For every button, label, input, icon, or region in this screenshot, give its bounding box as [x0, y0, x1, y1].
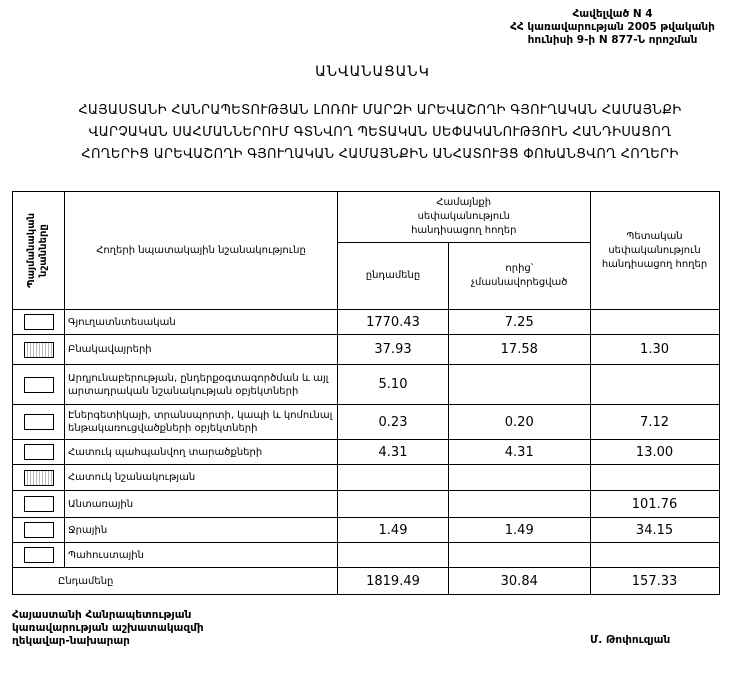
row-label: Գյուղատնտեսական — [64, 309, 338, 335]
row-unprivatized: 17.58 — [448, 334, 591, 365]
table-row: Հատուկ նշանակության — [12, 464, 720, 491]
annex-reference: Հավելված N 4 ՀՀ կառավարության 2005 թվակա… — [480, 8, 745, 47]
table-row: Պահուստային — [12, 542, 720, 568]
footer-line-3: ղեկավար-նախարար — [12, 635, 130, 647]
subtitle-line-2: ՎԱՐՉԱԿԱՆ ՍԱՀՄԱՆՆԵՐՈՒՄ ԳՏՆՎՈՂ ՊԵՏԱԿԱՆ ՍԵՓ… — [88, 125, 672, 140]
row-total: 5.10 — [337, 364, 449, 405]
land-table: Պայմանական նշանները Հողերի նպատակային նշ… — [12, 190, 720, 595]
table-row: Արդյունաբերության, ընդերքօգտագործման և ա… — [12, 364, 720, 405]
legend-symbol-cell — [12, 490, 65, 518]
table-row: Ջրային 1.49 1.49 34.15 — [12, 517, 720, 543]
row-unprivatized: 4.31 — [448, 439, 591, 465]
row-state — [589, 464, 720, 491]
row-unprivatized: 7.25 — [448, 309, 591, 335]
document-title: ԱՆՎԱՆԱՑԱՆԿ — [315, 64, 430, 80]
header-state: Պետական սեփականություն հանդիսացող հողեր — [589, 191, 720, 310]
row-unprivatized — [448, 490, 591, 518]
legend-symbol-cell — [12, 334, 65, 365]
annex-line-2: ՀՀ կառավարության 2005 թվականի — [510, 21, 715, 33]
signatory-title: Հայաստանի Հանրապետության կառավարության ա… — [12, 609, 204, 648]
header-community: Համայնքի սեփականություն հանդիսացող հողեր — [337, 190, 591, 244]
legend-symbol-cell — [12, 439, 65, 465]
row-label: Հատուկ նշանակության — [64, 464, 338, 491]
row-state: 7.12 — [589, 404, 720, 440]
row-state: 101.76 — [589, 490, 720, 518]
row-total: 1.49 — [337, 517, 449, 543]
footer-line-1: Հայաստանի Հանրապետության — [12, 609, 192, 621]
totals-row: Ընդամենը 1819.49 30.84 157.33 — [12, 567, 720, 595]
table-row: Գյուղատնտեսական 1770.43 7.25 — [12, 309, 720, 335]
row-state: 1.30 — [589, 334, 720, 365]
legend-symbol-cell — [12, 364, 65, 405]
table-row: Էներգետիկայի, տրանսպորտի, կապի և կոմունա… — [12, 404, 720, 440]
header-symbols-text: Պայմանական նշանները — [25, 213, 49, 288]
legend-symbol-cell — [12, 309, 65, 335]
row-state — [589, 364, 720, 405]
subtitle-line-3: ՀՈՂԵՐԻՑ ԱՐԵՎԱՇՈՂԻ ԳՅՈՒՂԱԿԱՆ ՀԱՄԱՅՆՔԻՆ ԱՆ… — [81, 147, 679, 162]
row-unprivatized — [448, 464, 591, 491]
annex-line-1: Հավելված N 4 — [572, 8, 653, 20]
totals-label: Ընդամենը — [12, 567, 338, 595]
row-label: Էներգետիկայի, տրանսպորտի, կապի և կոմունա… — [64, 404, 338, 440]
row-total: 4.31 — [337, 439, 449, 465]
legend-swatch-icon — [23, 376, 54, 393]
footer-line-2: կառավարության աշխատակազմի — [12, 622, 204, 634]
totals-total: 1819.49 — [337, 567, 449, 595]
legend-symbol-cell — [12, 404, 65, 440]
legend-symbol-cell — [12, 517, 65, 543]
row-state — [589, 309, 720, 335]
totals-unprivatized: 30.84 — [448, 567, 591, 595]
legend-swatch-icon — [23, 522, 54, 538]
legend-swatch-icon — [23, 314, 54, 330]
table-row: Անտառային 101.76 — [12, 490, 720, 518]
row-state: 13.00 — [589, 439, 720, 465]
legend-symbol-cell — [12, 464, 65, 491]
row-total: 0.23 — [337, 404, 449, 440]
table-row: Բնակավայրերի 37.93 17.58 1.30 — [12, 334, 720, 365]
row-state — [589, 542, 720, 568]
row-label: Հատուկ պահպանվող տարածքների — [64, 439, 338, 465]
table-row: Հատուկ պահպանվող տարածքների 4.31 4.31 13… — [12, 439, 720, 465]
row-label: Ջրային — [64, 517, 338, 543]
subtitle-line-1: ՀԱՅԱՍՏԱՆԻ ՀԱՆՐԱՊԵՏՈՒԹՅԱՆ ԼՈՌՈՒ ՄԱՐԶԻ ԱՐԵ… — [78, 103, 682, 118]
header-purpose: Հողերի նպատակային նշանակությունը — [64, 191, 338, 310]
row-label: Պահուստային — [64, 542, 338, 568]
row-unprivatized: 0.20 — [448, 404, 591, 440]
legend-swatch-icon — [23, 469, 54, 486]
row-total — [337, 490, 449, 518]
row-unprivatized — [448, 364, 591, 405]
legend-swatch-icon — [23, 547, 54, 563]
legend-swatch-icon — [23, 444, 54, 460]
row-total: 37.93 — [337, 334, 449, 365]
legend-symbol-cell — [12, 542, 65, 568]
header-total: ընդամենը — [337, 242, 449, 310]
document-subtitle: ՀԱՅԱՍՏԱՆԻ ՀԱՆՐԱՊԵՏՈՒԹՅԱՆ ԼՈՌՈՒ ՄԱՐԶԻ ԱՐԵ… — [60, 100, 700, 166]
row-total — [337, 464, 449, 491]
legend-swatch-icon — [23, 414, 54, 430]
row-total: 1770.43 — [337, 309, 449, 335]
header-symbols: Պայմանական նշանները — [12, 191, 65, 310]
legend-swatch-icon — [23, 496, 54, 512]
signatory-name: Մ. Թոփուզյան — [590, 634, 671, 646]
totals-state: 157.33 — [589, 567, 720, 595]
row-label: Անտառային — [64, 490, 338, 518]
row-unprivatized — [448, 542, 591, 568]
row-state: 34.15 — [589, 517, 720, 543]
header-unprivatized: որից՝ չմասնավորեցված — [448, 242, 591, 310]
row-unprivatized: 1.49 — [448, 517, 591, 543]
row-label: Բնակավայրերի — [64, 334, 338, 365]
row-total — [337, 542, 449, 568]
row-label: Արդյունաբերության, ընդերքօգտագործման և ա… — [64, 364, 338, 405]
annex-line-3: հունիսի 9-ի N 877-Ն որոշման — [527, 34, 698, 46]
legend-swatch-icon — [23, 341, 54, 358]
